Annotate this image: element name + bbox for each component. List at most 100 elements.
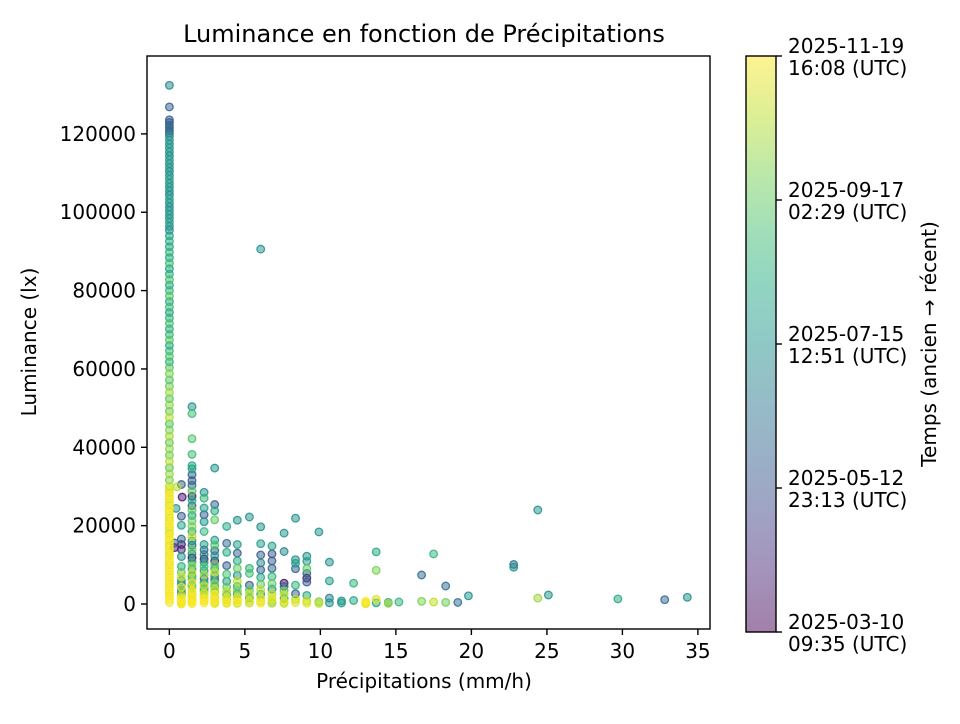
data-point	[232, 540, 242, 549]
data-point	[199, 527, 209, 536]
data-point	[164, 594, 174, 604]
data-point	[187, 568, 197, 578]
data-point	[164, 554, 174, 564]
data-point	[324, 576, 334, 586]
data-point	[453, 597, 463, 607]
colorbar-tick-date: 2025-03-10	[788, 610, 904, 634]
data-point	[164, 469, 174, 479]
data-point	[314, 598, 324, 608]
data-point	[199, 561, 209, 571]
data-point	[324, 598, 334, 608]
colorbar-label: Temps (ancien → récent)	[917, 221, 941, 468]
data-point	[256, 522, 266, 532]
data-point	[441, 581, 451, 591]
data-point	[187, 495, 197, 505]
data-point	[417, 570, 427, 580]
data-point	[256, 598, 266, 608]
data-point	[210, 540, 220, 550]
colorbar-tick-time: 12:51 (UTC)	[788, 344, 907, 368]
data-point	[199, 581, 209, 591]
y-tick-label: 20000	[72, 514, 136, 538]
data-point	[267, 556, 277, 566]
data-point	[613, 594, 623, 604]
data-point	[187, 531, 197, 541]
data-point	[244, 568, 254, 578]
data-point	[187, 434, 197, 444]
y-tick-label: 120000	[60, 122, 136, 146]
data-point	[164, 456, 174, 466]
x-tick-label: 0	[163, 639, 176, 663]
data-point	[222, 547, 232, 557]
x-tick-label: 25	[534, 639, 559, 663]
colorbar-tick-date: 2025-05-12	[788, 466, 904, 490]
data-point	[164, 400, 174, 410]
data-point	[349, 596, 359, 605]
data-point	[164, 532, 174, 542]
data-point	[349, 578, 359, 588]
data-point	[199, 493, 209, 503]
x-axis-label: Précipitations (mm/h)	[316, 669, 532, 693]
data-point	[543, 590, 553, 600]
chart-title: Luminance en fonction de Précipitations	[183, 20, 665, 48]
data-point	[164, 351, 174, 361]
data-point	[210, 515, 220, 525]
scatter-points-layer	[164, 80, 692, 609]
data-point	[429, 597, 439, 607]
data-point	[463, 591, 473, 601]
colorbar-tick-date: 2025-11-19	[788, 34, 904, 58]
data-point	[267, 579, 277, 589]
y-tick-label: 80000	[72, 279, 136, 303]
data-point	[302, 556, 312, 566]
data-point	[210, 560, 220, 570]
data-point	[222, 538, 232, 548]
data-point	[267, 593, 277, 603]
data-point	[164, 585, 174, 595]
data-point	[337, 598, 346, 608]
data-point	[176, 598, 186, 608]
data-point	[164, 217, 174, 227]
data-point	[222, 597, 232, 607]
data-point	[256, 539, 266, 549]
data-point	[324, 557, 334, 567]
data-point	[660, 595, 670, 605]
y-axis-label: Luminance (lx)	[17, 268, 41, 417]
y-tick-label: 40000	[72, 435, 136, 459]
colorbar-tick-date: 2025-09-17	[788, 178, 904, 202]
data-point	[176, 511, 186, 521]
data-point	[361, 596, 371, 606]
data-point	[232, 576, 242, 586]
data-point	[187, 486, 197, 496]
data-point	[267, 563, 277, 573]
y-axis: 0 20000 40000 60000 80000 100000 120000	[60, 122, 147, 616]
y-tick-label: 0	[123, 592, 136, 616]
data-point	[164, 155, 174, 165]
data-point	[371, 565, 381, 575]
data-point	[199, 550, 209, 560]
data-point	[279, 597, 289, 607]
data-point	[164, 247, 174, 257]
data-point	[291, 597, 300, 607]
data-point	[164, 563, 174, 573]
data-point	[187, 599, 197, 609]
data-point	[222, 569, 232, 579]
data-point	[291, 580, 300, 590]
data-point	[279, 547, 289, 556]
data-point	[199, 503, 209, 513]
colorbar-tick-date: 2025-07-15	[788, 322, 904, 346]
data-point	[441, 597, 451, 607]
data-point	[176, 582, 186, 592]
y-tick-label: 100000	[60, 200, 136, 224]
data-point	[164, 302, 174, 312]
x-axis: 0 5 10 15 20 25 30 35	[163, 629, 711, 663]
data-point	[164, 388, 174, 397]
data-point	[302, 564, 312, 574]
data-point	[533, 505, 543, 515]
data-point	[164, 135, 174, 145]
data-point	[176, 572, 186, 582]
data-point	[164, 275, 174, 285]
data-point	[176, 552, 186, 562]
colorbar	[745, 55, 777, 633]
data-point	[232, 515, 242, 525]
data-point	[187, 409, 197, 419]
